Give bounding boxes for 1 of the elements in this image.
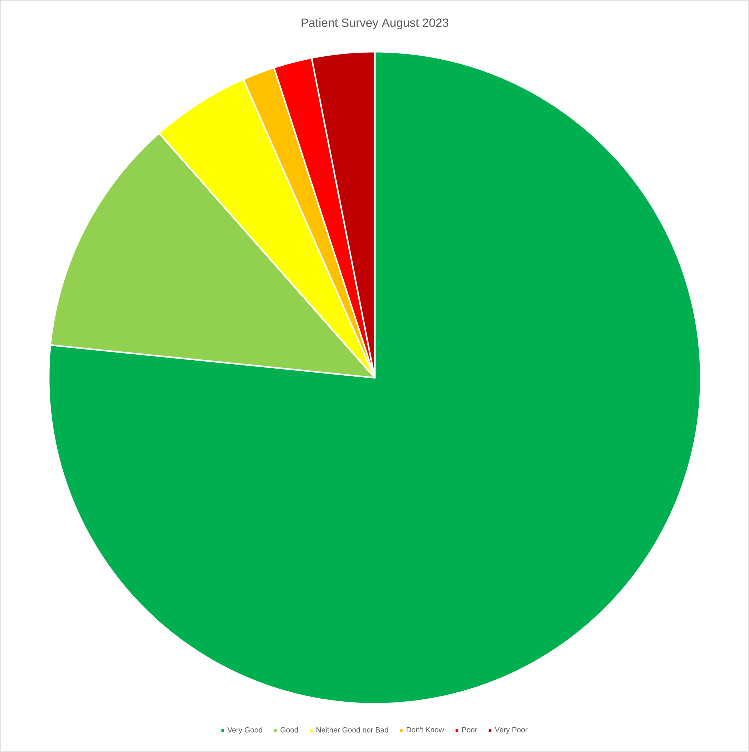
chart-title: Patient Survey August 2023 xyxy=(302,18,449,30)
